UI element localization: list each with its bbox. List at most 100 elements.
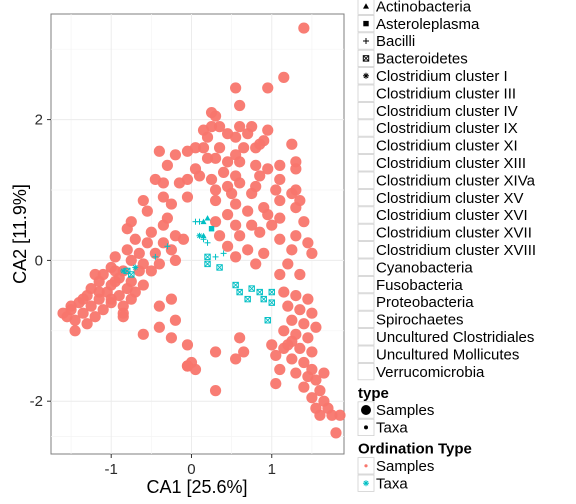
sample-point <box>262 209 274 221</box>
x-tick-label: -1 <box>105 461 118 478</box>
taxa-point <box>232 281 239 289</box>
sample-point <box>181 191 194 203</box>
legend-item: Clostridium cluster XI <box>357 136 518 155</box>
sample-point <box>234 332 246 344</box>
x-tick-label: 1 <box>268 461 276 478</box>
sample-point <box>209 184 222 196</box>
taxa-point <box>220 250 227 257</box>
legend-item: Bacteroidetes <box>357 49 468 68</box>
sample-point <box>306 346 318 358</box>
sample-point <box>226 187 238 200</box>
asterisk-marker-arm <box>120 268 126 274</box>
sample-point <box>286 244 298 256</box>
square-x-box <box>268 288 275 296</box>
square-x-line <box>204 260 211 267</box>
sample-point <box>314 385 326 397</box>
sample-point <box>262 124 274 136</box>
square-x-box <box>204 260 211 268</box>
legend-label: Samples <box>376 402 434 419</box>
legend-key <box>357 241 375 259</box>
legend-label: Taxa <box>376 475 408 492</box>
sample-point <box>197 142 210 154</box>
sample-point <box>205 173 218 186</box>
square-x-box <box>128 271 135 278</box>
sample-point <box>286 314 298 326</box>
legend-key <box>357 171 375 189</box>
legend-label: Clostridium cluster I <box>376 68 508 85</box>
legend-key <box>357 223 375 241</box>
triangle-marker <box>200 218 207 225</box>
taxa-point <box>204 260 211 268</box>
sample-point <box>282 300 294 312</box>
sample-point <box>209 346 222 358</box>
sample-point <box>181 339 194 351</box>
legend-label: Bacilli <box>376 33 415 50</box>
sample-point <box>306 363 318 376</box>
triangle-marker <box>204 215 211 221</box>
sample-point <box>290 163 302 175</box>
square-x-line <box>362 55 370 62</box>
square-x-box <box>256 288 263 296</box>
sample-point <box>121 244 133 256</box>
legend-symbol <box>362 55 370 62</box>
sample-point <box>209 385 222 397</box>
legend-item: Clostridium cluster XIVa <box>357 171 536 189</box>
sample-point <box>193 170 206 182</box>
legend-key <box>357 136 375 154</box>
sample-point <box>81 318 93 330</box>
legend-label: Samples <box>376 458 434 475</box>
square-x-box <box>236 288 243 296</box>
sample-point <box>258 247 270 259</box>
sample-point <box>125 254 137 266</box>
sample-point <box>314 409 326 421</box>
sample-points <box>57 22 346 439</box>
sample-point <box>209 152 222 164</box>
square-x-box <box>260 295 267 303</box>
sample-point <box>278 325 290 337</box>
square-x-box <box>264 317 271 324</box>
sample-point <box>242 205 254 217</box>
sample-point <box>278 286 290 298</box>
sample-point <box>318 367 330 379</box>
sample-point <box>298 318 310 330</box>
taxa-point <box>268 288 275 296</box>
taxa-point <box>256 288 263 296</box>
square-x-box <box>216 264 223 271</box>
sample-point <box>290 367 302 379</box>
sample-point <box>242 128 254 140</box>
legend-label: Actinobacteria <box>376 0 472 15</box>
legend-item: Clostridium cluster III <box>357 84 516 102</box>
sample-point <box>161 159 173 171</box>
legend-item: Spirochaetes <box>357 310 464 329</box>
sample-point <box>149 247 161 259</box>
sample-point <box>201 152 214 164</box>
y-tick-label: -2 <box>30 393 43 410</box>
sample-point <box>326 409 338 421</box>
legend-label: Clostridium cluster XV <box>376 190 524 207</box>
y-axis-ticks: -2 0 2 <box>30 112 51 410</box>
y-tick-label: 2 <box>35 112 43 129</box>
sample-point <box>141 237 153 249</box>
square-x-line <box>128 271 135 278</box>
sample-point <box>230 131 242 143</box>
sample-point <box>213 230 226 242</box>
sample-point <box>165 332 178 344</box>
legend-item: Clostridium cluster XIII <box>357 154 526 172</box>
square-x-line <box>268 289 275 296</box>
sample-point <box>213 121 226 133</box>
sample-point <box>230 198 242 210</box>
sample-point <box>302 237 314 249</box>
sample-dot-marker <box>364 464 368 468</box>
asterisk-marker-arm <box>132 264 138 270</box>
sample-point <box>266 219 278 231</box>
sample-point <box>298 216 310 228</box>
sample-point <box>286 138 298 150</box>
legend-item: Clostridium cluster IX <box>357 119 518 137</box>
legend-label: Verrucomicrobia <box>376 364 485 381</box>
sample-point <box>290 230 302 242</box>
taxa-point <box>152 253 159 260</box>
sample-point <box>157 237 169 249</box>
square-x-box <box>232 281 239 289</box>
sample-point <box>153 321 165 333</box>
sample-point <box>145 226 157 238</box>
